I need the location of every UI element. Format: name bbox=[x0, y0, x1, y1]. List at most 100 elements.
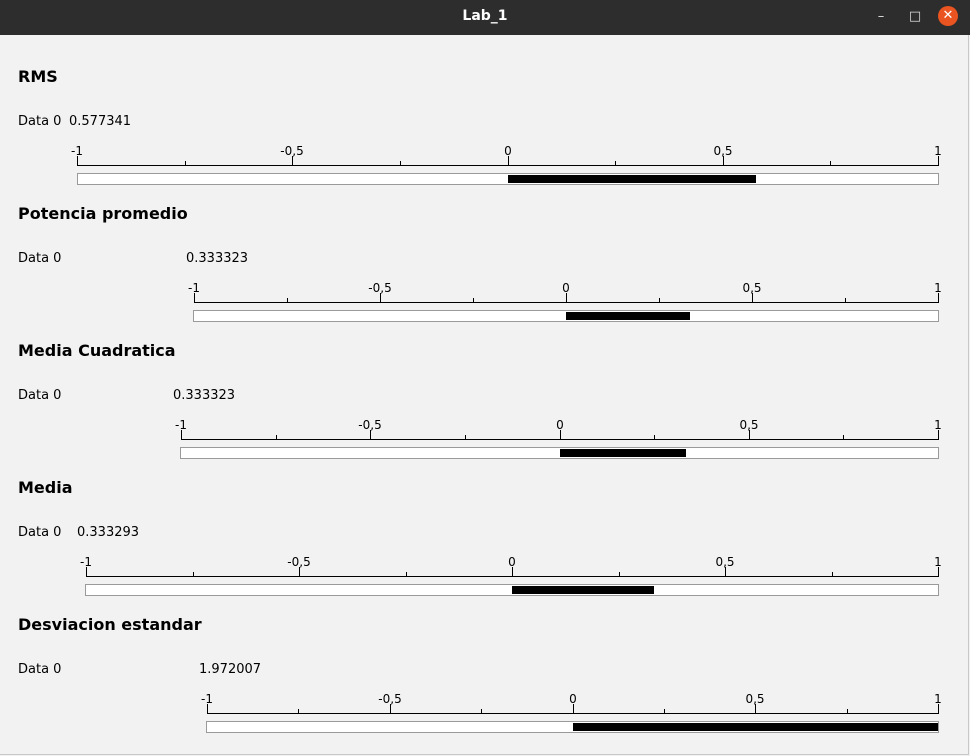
data-value: 0.333323 bbox=[173, 388, 236, 403]
scale-tick bbox=[207, 704, 208, 714]
scale-tick bbox=[664, 709, 665, 714]
data-value: 0.333293 bbox=[77, 525, 140, 540]
scale-tick bbox=[654, 435, 655, 440]
value-bar bbox=[180, 447, 939, 459]
scale-tick-label: 1 bbox=[934, 692, 942, 706]
section-title: Media bbox=[18, 478, 73, 497]
scale-tick bbox=[725, 567, 726, 577]
scale-tick-label: 0,5 bbox=[739, 418, 759, 432]
scale-tick bbox=[566, 293, 567, 303]
scale-axis-line bbox=[207, 713, 938, 714]
scale-tick bbox=[938, 430, 939, 440]
scale-tick bbox=[752, 293, 753, 303]
scale-tick bbox=[659, 298, 660, 303]
section-title: Desviacion estandar bbox=[18, 615, 202, 634]
indicator-section-cuadratica: Media Cuadratica Data 0 0.333323 -1 -0,5 0… bbox=[0, 311, 970, 459]
maximize-icon[interactable]: □ bbox=[908, 9, 922, 24]
scale-tick-label: -0,5 bbox=[287, 555, 311, 569]
section-title: Media Cuadratica bbox=[18, 341, 176, 360]
scale-tick-label: 1 bbox=[934, 144, 942, 158]
scale-tick bbox=[287, 298, 288, 303]
scale-axis: -1 -0,5 0 0,5 1 bbox=[80, 555, 942, 577]
scale-tick-label: -1 bbox=[71, 144, 83, 158]
scale-tick bbox=[181, 430, 182, 440]
section-title: Potencia promedio bbox=[18, 204, 188, 223]
value-bar-fill bbox=[512, 586, 654, 594]
scale-axis: -1 -0,5 0 0,5 1 bbox=[71, 144, 942, 166]
data-value: 0.577341 bbox=[69, 114, 132, 129]
scale-tick bbox=[512, 567, 513, 577]
scale-tick bbox=[938, 567, 939, 577]
value-bar-fill bbox=[572, 723, 938, 731]
scale-tick bbox=[615, 161, 616, 166]
scale-tick-label: 0 bbox=[556, 418, 564, 432]
scale-tick bbox=[370, 430, 371, 440]
scale-tick bbox=[299, 567, 300, 577]
scale-tick-label: -1 bbox=[201, 692, 213, 706]
scale-tick-label: 0 bbox=[562, 281, 570, 295]
value-bar bbox=[85, 584, 939, 596]
scale-tick-label: -0,5 bbox=[280, 144, 304, 158]
minimize-icon[interactable]: – bbox=[877, 9, 885, 24]
scale-tick bbox=[830, 161, 831, 166]
scale-tick-label: 0 bbox=[508, 555, 516, 569]
scale-tick-label: 1 bbox=[934, 281, 942, 295]
scale-tick bbox=[77, 156, 78, 166]
scale-tick-label: -0,5 bbox=[358, 418, 382, 432]
data-label: Data 0 bbox=[18, 114, 62, 129]
data-value: 1.972007 bbox=[199, 662, 262, 677]
scale-tick bbox=[845, 298, 846, 303]
scale-tick bbox=[619, 572, 620, 577]
scale-tick bbox=[86, 567, 87, 577]
scale-tick bbox=[473, 298, 474, 303]
scale-tick bbox=[193, 572, 194, 577]
scale-tick bbox=[390, 704, 391, 714]
scale-tick bbox=[185, 161, 186, 166]
window-title: Lab_1 bbox=[462, 8, 508, 24]
close-icon[interactable]: ✕ bbox=[938, 6, 958, 26]
scale-tick bbox=[847, 709, 848, 714]
scale-tick bbox=[723, 156, 724, 166]
scale-tick-label: -1 bbox=[80, 555, 92, 569]
scale-tick bbox=[755, 704, 756, 714]
value-bar-fill bbox=[508, 175, 757, 183]
data-label: Data 0 bbox=[18, 662, 62, 677]
scale-tick-label: 0,5 bbox=[713, 144, 733, 158]
scale-tick bbox=[832, 572, 833, 577]
scale-tick-label: -1 bbox=[188, 281, 200, 295]
title-bar: Lab_1 – □ ✕ bbox=[0, 0, 970, 35]
data-label: Data 0 bbox=[18, 251, 62, 266]
scale-axis: -1 -0,5 0 0,5 1 bbox=[188, 281, 942, 303]
scale-tick bbox=[938, 293, 939, 303]
indicator-section-rms: RMS Data 0 0.577341 -1 -0,5 0 0,5 1 bbox=[0, 37, 970, 185]
scale-tick bbox=[481, 709, 482, 714]
scale-tick bbox=[938, 156, 939, 166]
scale-tick-label: -0,5 bbox=[368, 281, 392, 295]
scale-tick-label: 0 bbox=[504, 144, 512, 158]
scale-tick bbox=[749, 430, 750, 440]
data-value: 0.333323 bbox=[186, 251, 249, 266]
scale-tick bbox=[400, 161, 401, 166]
scale-tick-label: 0,5 bbox=[715, 555, 735, 569]
scale-tick bbox=[380, 293, 381, 303]
scale-tick-label: -0,5 bbox=[378, 692, 402, 706]
value-bar bbox=[206, 721, 939, 733]
data-label: Data 0 bbox=[18, 525, 62, 540]
indicator-section-desviacion: Desviacion estandar Data 0 1.972007 -1 -0… bbox=[0, 585, 970, 733]
scale-axis: -1 -0,5 0 0,5 1 bbox=[201, 692, 942, 714]
scale-tick bbox=[194, 293, 195, 303]
indicator-section-potencia: Potencia promedio Data 0 0.333323 -1 -0,5… bbox=[0, 174, 970, 322]
scale-tick-label: 0,5 bbox=[742, 281, 762, 295]
window-frame bbox=[0, 35, 969, 755]
value-bar bbox=[193, 310, 939, 322]
scale-tick bbox=[298, 709, 299, 714]
scale-tick bbox=[276, 435, 277, 440]
indicator-section-media: Media Data 0 0.333293 -1 -0,5 0 0,5 1 bbox=[0, 448, 970, 596]
section-title: RMS bbox=[18, 67, 58, 86]
scale-tick bbox=[573, 704, 574, 714]
value-bar-fill bbox=[566, 312, 690, 320]
data-label: Data 0 bbox=[18, 388, 62, 403]
scale-tick bbox=[938, 704, 939, 714]
scale-axis-line bbox=[77, 165, 938, 166]
scale-tick bbox=[406, 572, 407, 577]
